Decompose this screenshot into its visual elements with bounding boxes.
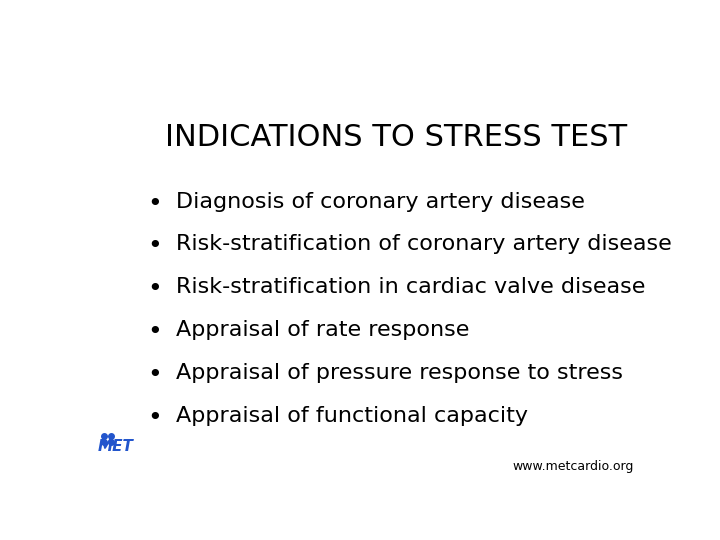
Text: INDICATIONS TO STRESS TEST: INDICATIONS TO STRESS TEST: [166, 123, 627, 152]
Text: Diagnosis of coronary artery disease: Diagnosis of coronary artery disease: [176, 192, 585, 212]
Text: Risk-stratification in cardiac valve disease: Risk-stratification in cardiac valve dis…: [176, 277, 646, 298]
Text: Appraisal of functional capacity: Appraisal of functional capacity: [176, 406, 528, 426]
Text: Appraisal of pressure response to stress: Appraisal of pressure response to stress: [176, 363, 624, 383]
Text: •: •: [147, 234, 161, 259]
Text: •: •: [147, 406, 161, 430]
Text: •: •: [147, 192, 161, 215]
Text: •: •: [147, 363, 161, 387]
Text: •: •: [147, 277, 161, 301]
Text: •: •: [147, 320, 161, 344]
Text: Appraisal of rate response: Appraisal of rate response: [176, 320, 470, 340]
Text: Risk-stratification of coronary artery disease: Risk-stratification of coronary artery d…: [176, 234, 672, 254]
Text: www.metcardio.org: www.metcardio.org: [513, 460, 634, 473]
Text: MET: MET: [97, 438, 133, 454]
